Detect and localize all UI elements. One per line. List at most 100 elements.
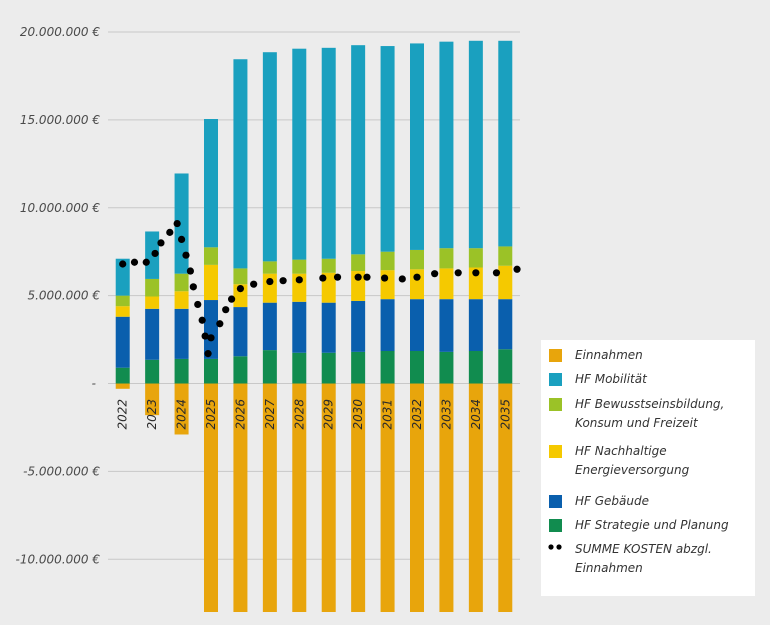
- bar-segment-2024-hf-nachhaltige-energieversorgung: [174, 291, 189, 309]
- bar-segment-2024-einnahmen: [174, 383, 189, 435]
- bars: [115, 40, 513, 612]
- bar-segment-2022-hf-strategie-und-planung: [115, 367, 130, 384]
- legend-label-line: HF Strategie und Planung: [575, 518, 729, 532]
- summe-kosten-point: [513, 265, 521, 273]
- bar-segment-2032-hf-strategie-und-planung: [410, 351, 424, 384]
- x-tick-label: 2032: [410, 399, 424, 430]
- bar-segment-2023-hf-bewusstseinsbildung-konsum-und-freizeit: [145, 278, 160, 297]
- bar-segment-2030-hf-bewusstseinsbildung-konsum-und-freizeit: [351, 254, 366, 272]
- x-tick-label: 2028: [292, 399, 306, 430]
- dotted-line-icon: [548, 544, 562, 550]
- y-tick-label: 20.000.000 €: [20, 25, 101, 39]
- x-tick-label: 2034: [469, 399, 483, 430]
- bar-segment-2034-hf-mobilit-t: [468, 40, 483, 249]
- bar-segment-2025-einnahmen: [204, 383, 218, 612]
- bar-segment-2030-hf-nachhaltige-energieversorgung: [351, 271, 366, 301]
- summe-kosten-point: [454, 269, 462, 277]
- x-tick-label: 2035: [498, 399, 512, 430]
- bar-segment-2024-hf-bewusstseinsbildung-konsum-und-freizeit: [174, 273, 189, 292]
- bar-segment-2035-hf-mobilit-t: [498, 40, 513, 247]
- bar-segment-2030-hf-strategie-und-planung: [351, 351, 366, 384]
- summe-kosten-point: [266, 277, 274, 286]
- summe-kosten-point: [119, 260, 127, 268]
- legend: Einnahmen HF Mobilität HF Bewusstseinsbi…: [541, 340, 755, 596]
- y-axis-ticks: 20.000.000 € 15.000.000 € 10.000.000 € 5.00…: [16, 25, 101, 566]
- y-tick-label: -5.000.000 €: [23, 464, 100, 478]
- summe-kosten-point: [363, 273, 371, 281]
- bar-segment-2025-hf-bewusstseinsbildung-konsum-und-freizeit: [204, 247, 218, 265]
- bar-segment-2023-hf-geb-ude: [145, 308, 160, 360]
- summe-kosten-point: [189, 283, 197, 291]
- bar-segment-2028-hf-geb-ude: [292, 301, 307, 353]
- summe-kosten-point: [157, 239, 165, 247]
- bar-segment-2026-hf-strategie-und-planung: [233, 356, 248, 384]
- bar-segment-2034-einnahmen: [468, 383, 483, 612]
- x-tick-label: 2024: [175, 399, 189, 430]
- bar-segment-2034-hf-nachhaltige-energieversorgung: [468, 267, 483, 300]
- summe-kosten-point: [198, 316, 206, 324]
- summe-kosten-point: [177, 235, 186, 243]
- legend-label-energieversorgung: HF Nachhaltige Energieversorgung: [575, 442, 765, 480]
- bar-segment-2029-hf-geb-ude: [321, 302, 336, 353]
- x-tick-label: 2030: [351, 399, 365, 430]
- legend-label-strategie: HF Strategie und Planung: [575, 516, 765, 535]
- x-tick-label: 2025: [204, 399, 218, 430]
- bar-segment-2030-einnahmen: [351, 383, 366, 612]
- summe-kosten-point: [207, 334, 215, 342]
- y-tick-label: 10.000.000 €: [20, 201, 101, 215]
- bar-segment-2035-einnahmen: [498, 383, 513, 612]
- bar-segment-2033-hf-bewusstseinsbildung-konsum-und-freizeit: [439, 248, 454, 269]
- bar-segment-2028-hf-nachhaltige-energieversorgung: [292, 273, 307, 302]
- bar-segment-2035-hf-strategie-und-planung: [498, 349, 513, 384]
- summe-kosten-point: [413, 273, 421, 281]
- legend-swatch-mobilitaet: [549, 373, 562, 386]
- bar-segment-2033-hf-nachhaltige-energieversorgung: [439, 268, 454, 300]
- bar-segment-2024-hf-mobilit-t: [174, 173, 189, 274]
- bar-segment-2033-hf-strategie-und-planung: [439, 351, 454, 384]
- bar-segment-2024-hf-strategie-und-planung: [174, 358, 189, 384]
- summe-kosten-point: [492, 269, 501, 277]
- bar-segment-2031-hf-nachhaltige-energieversorgung: [380, 270, 395, 300]
- x-tick-label: 2027: [263, 399, 277, 430]
- bar-segment-2024-hf-geb-ude: [174, 308, 189, 359]
- bar-segment-2033-hf-geb-ude: [439, 299, 454, 352]
- bar-segment-2034-hf-geb-ude: [468, 299, 483, 351]
- bar-segment-2033-hf-mobilit-t: [439, 41, 454, 249]
- legend-label-mobilitaet: HF Mobilität: [575, 370, 765, 389]
- x-tick-label: 2031: [381, 399, 395, 430]
- bar-segment-2022-hf-bewusstseinsbildung-konsum-und-freizeit: [115, 295, 130, 307]
- bar-segment-2033-einnahmen: [439, 383, 454, 612]
- summe-kosten-point: [228, 295, 236, 303]
- bar-segment-2026-hf-geb-ude: [233, 307, 248, 357]
- summe-kosten-point: [222, 306, 230, 314]
- summe-kosten-point: [236, 285, 245, 293]
- y-tick-label: -10.000.000 €: [16, 552, 101, 566]
- bar-segment-2028-hf-strategie-und-planung: [292, 352, 307, 384]
- summe-kosten-point: [186, 267, 194, 275]
- bar-segment-2032-hf-bewusstseinsbildung-konsum-und-freizeit: [410, 249, 424, 270]
- bar-segment-2029-hf-mobilit-t: [321, 47, 336, 259]
- bar-segment-2025-hf-mobilit-t: [204, 119, 218, 248]
- legend-label-line: HF Bewusstseinsbildung,: [575, 397, 725, 411]
- bar-segment-2035-hf-bewusstseinsbildung-konsum-und-freizeit: [498, 246, 513, 266]
- legend-label-line: Energieversorgung: [575, 463, 690, 477]
- bar-segment-2031-einnahmen: [380, 383, 395, 612]
- bar-segment-2027-hf-bewusstseinsbildung-konsum-und-freizeit: [262, 261, 277, 274]
- x-tick-label: 2022: [116, 399, 130, 430]
- bar-segment-2026-hf-nachhaltige-energieversorgung: [233, 284, 248, 308]
- bar-segment-2028-hf-bewusstseinsbildung-konsum-und-freizeit: [292, 259, 307, 274]
- bar-segment-2028-einnahmen: [292, 383, 307, 612]
- legend-label-line: SUMME KOSTEN abzgl.: [575, 542, 712, 556]
- legend-label-line: HF Mobilität: [575, 372, 647, 386]
- legend-swatch-strategie: [549, 519, 562, 532]
- bar-segment-2030-hf-mobilit-t: [351, 45, 366, 255]
- summe-kosten-point: [151, 249, 159, 258]
- bar-segment-2035-hf-nachhaltige-energieversorgung: [498, 265, 513, 300]
- bar-segment-2027-hf-strategie-und-planung: [262, 350, 277, 384]
- bar-segment-2026-einnahmen: [233, 383, 248, 612]
- bar-segment-2029-hf-strategie-und-planung: [321, 352, 336, 384]
- bar-segment-2027-hf-geb-ude: [262, 302, 277, 351]
- bar-segment-2027-einnahmen: [262, 383, 277, 612]
- bar-segment-2028-hf-mobilit-t: [292, 48, 307, 260]
